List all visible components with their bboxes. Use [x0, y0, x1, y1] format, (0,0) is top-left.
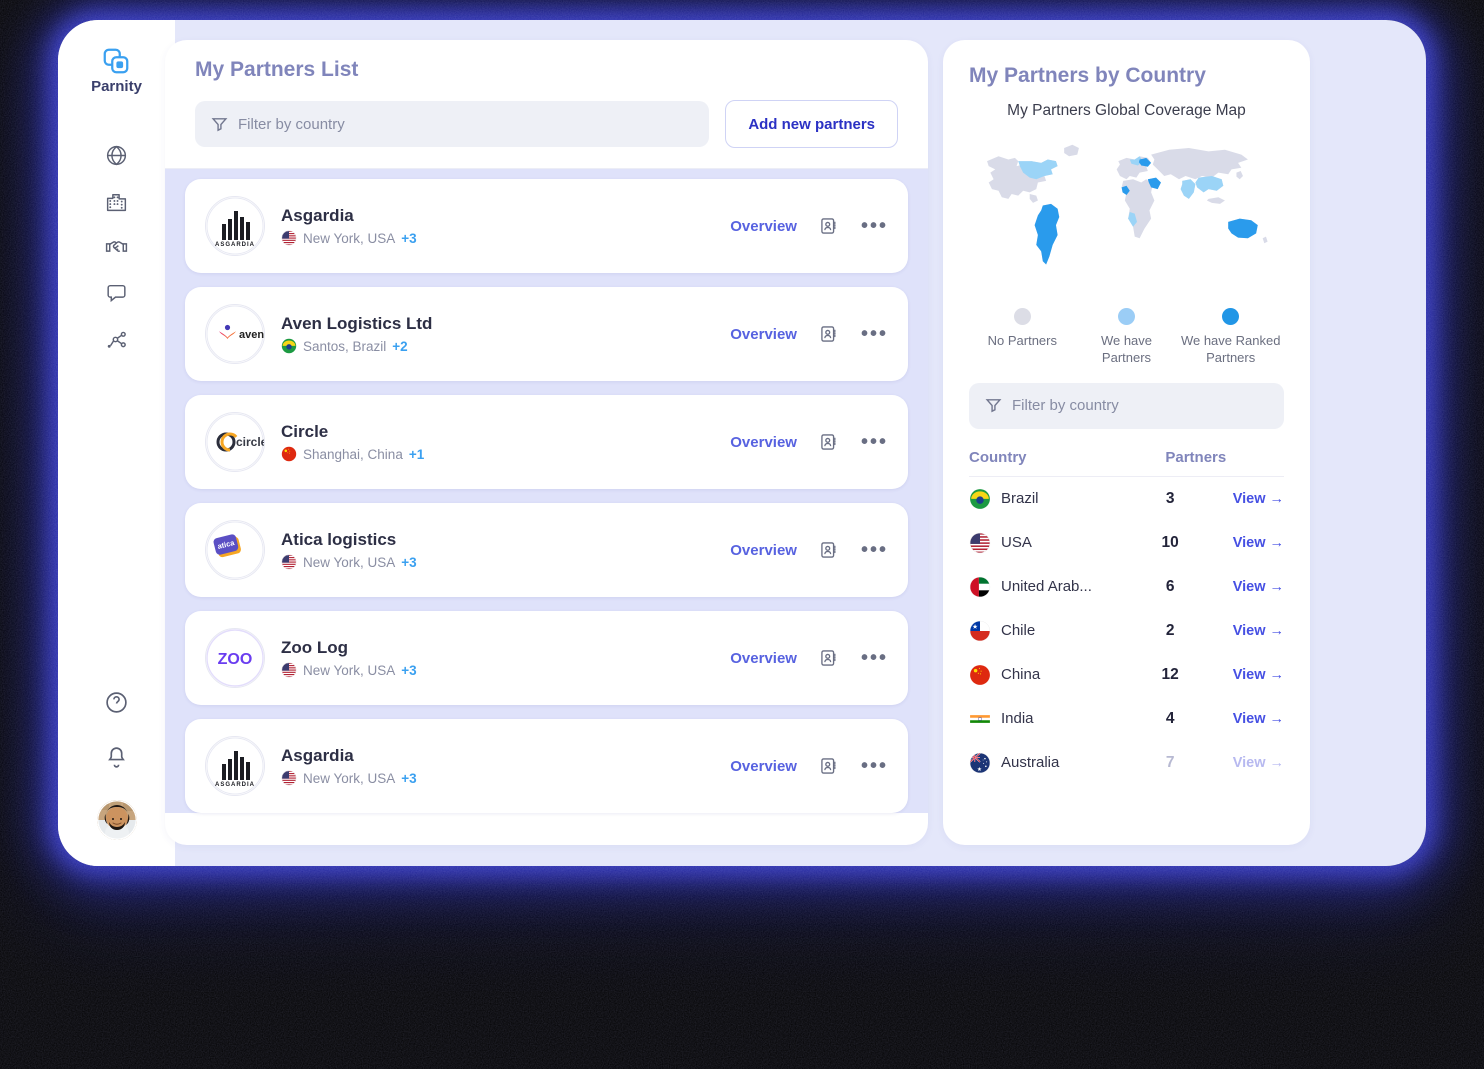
svg-text:ASGARDIA: ASGARDIA	[215, 242, 255, 248]
svg-text:aven.: aven.	[239, 329, 264, 341]
svg-text:circle: circle	[236, 435, 264, 449]
svg-text:ASGARDIA: ASGARDIA	[215, 782, 255, 788]
svg-text:ZOO: ZOO	[218, 651, 253, 668]
